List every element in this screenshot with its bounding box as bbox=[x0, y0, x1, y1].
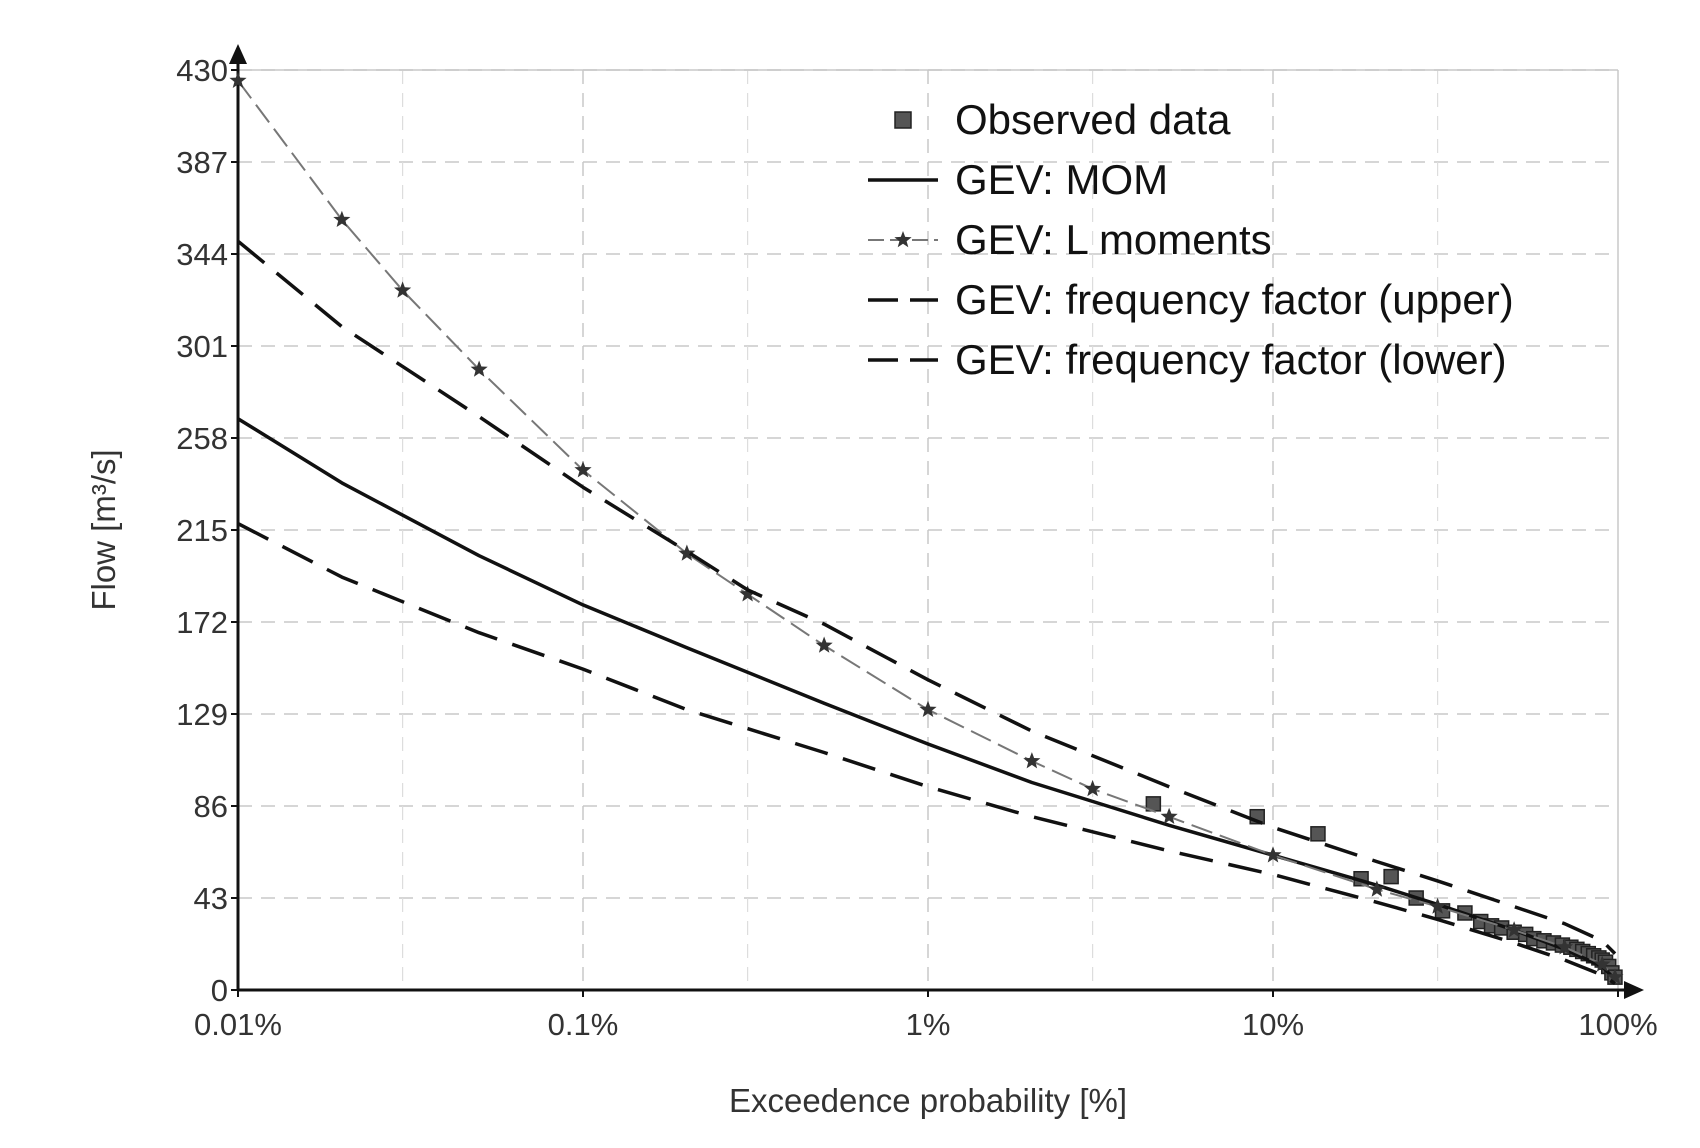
gev-l-moments-line bbox=[237, 80, 1616, 978]
y-tick-label: 43 bbox=[194, 881, 228, 916]
legend: Observed data GEV: MOM GEV: L moments GEV: … bbox=[868, 96, 1514, 383]
x-axis-title: Exceedence probability [%] bbox=[729, 1082, 1127, 1119]
y-tick-label: 344 bbox=[176, 237, 228, 272]
x-axis-arrow bbox=[1624, 981, 1644, 999]
gev-l-moments-point bbox=[1160, 807, 1178, 824]
y-tick-label: 258 bbox=[176, 421, 228, 456]
tick-labels: 0 43 86 129 172 215 258 301 344 387 430 0.01% 0.1% 1%… bbox=[176, 53, 1657, 1042]
gev-frequency-factor-upper-line bbox=[236, 239, 1617, 955]
legend-label-gev-frequency-factor-upper: GEV: frequency factor (upper) bbox=[955, 276, 1514, 323]
y-tick-label: 430 bbox=[176, 53, 228, 88]
gev-l-moments-point bbox=[1023, 752, 1041, 769]
x-tick-label: 10% bbox=[1242, 1007, 1304, 1042]
gev-l-moments-point bbox=[394, 281, 412, 298]
y-tick-label: 129 bbox=[176, 697, 228, 732]
gev-l-moments-point bbox=[1368, 880, 1386, 897]
gev-l-moments-point bbox=[1264, 846, 1282, 863]
gev-l-moments-point bbox=[470, 360, 488, 377]
y-tick-label: 387 bbox=[176, 145, 228, 180]
legend-label-gev-l-moments: GEV: L moments bbox=[955, 216, 1272, 263]
x-tick-label: 0.1% bbox=[548, 1007, 619, 1042]
legend-label-gev-mom: GEV: MOM bbox=[955, 156, 1168, 203]
y-tick-label: 301 bbox=[176, 329, 228, 364]
gev-l-moments-point bbox=[333, 210, 351, 227]
legend-label-gev-frequency-factor-lower: GEV: frequency factor (lower) bbox=[955, 336, 1507, 383]
gev-l-moments-point bbox=[1505, 921, 1523, 938]
gev-l-moments-point bbox=[229, 71, 247, 88]
gev-l-moments-point bbox=[1429, 897, 1447, 914]
gev-l-moments-point bbox=[1606, 968, 1624, 985]
grid-lines bbox=[238, 69, 1618, 990]
y-tick-label: 215 bbox=[176, 513, 228, 548]
observed-data-point bbox=[1310, 826, 1326, 842]
y-tick-label: 86 bbox=[194, 789, 228, 824]
series bbox=[229, 71, 1624, 986]
y-tick-label: 0 bbox=[211, 973, 228, 1008]
axes bbox=[229, 44, 1644, 999]
y-axis-arrow bbox=[229, 44, 247, 64]
observed-data-point bbox=[1383, 868, 1399, 885]
legend-swatch-observed-data bbox=[894, 111, 912, 129]
gev-mom-line bbox=[237, 417, 1617, 981]
x-tick-label: 100% bbox=[1578, 1007, 1657, 1042]
legend-label-observed-data: Observed data bbox=[955, 96, 1231, 143]
gev-frequency-factor-lower-line bbox=[237, 522, 1616, 986]
gev-l-moments-point bbox=[1556, 938, 1574, 955]
legend-marker-gev-l-moments bbox=[894, 231, 912, 248]
gev-l-moments-point bbox=[739, 585, 757, 602]
y-axis-title: Flow [m³/s] bbox=[85, 449, 122, 610]
y-tick-label: 172 bbox=[176, 605, 228, 640]
gev-l-moments-point bbox=[815, 636, 833, 653]
gev-l-moments-point bbox=[1593, 955, 1611, 972]
gev-l-moments-point bbox=[678, 544, 696, 561]
x-tick-label: 0.01% bbox=[194, 1007, 282, 1042]
gev-l-moments-point bbox=[1084, 779, 1102, 797]
x-tick-label: 1% bbox=[906, 1007, 951, 1042]
gev-l-moments-point bbox=[919, 700, 937, 717]
gev-l-moments-point bbox=[574, 461, 592, 478]
